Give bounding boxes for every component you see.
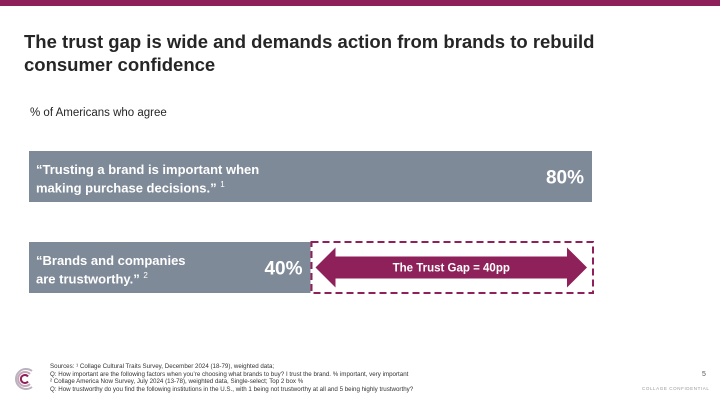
footnote-line: Q: How important are the following facto…: [50, 370, 409, 378]
page-number: 5: [702, 371, 706, 378]
bar-label-2-footnote: 2: [143, 271, 148, 280]
footnote-line: ² Collage America Now Survey, July 2024 …: [50, 378, 304, 386]
page-title: The trust gap is wide and demands action…: [24, 31, 595, 75]
bar-label-1-text: “Trusting a brand is important when maki…: [36, 162, 260, 196]
top-accent-bar: [0, 0, 720, 6]
bar-1: [29, 151, 592, 202]
bar-label-1-footnote: 1: [220, 180, 225, 189]
trust-gap-double-arrow: [315, 247, 587, 288]
collage-logo-icon: [15, 368, 33, 390]
bar-label-2-text: “Brands and companies are trustworthy.”: [36, 253, 186, 287]
bar-2: [29, 242, 311, 293]
chart-subtitle: % of Americans who agree: [30, 107, 167, 119]
bar-value-label-1: 80%: [546, 168, 584, 189]
footnote-line: Sources: ¹ Collage Cultural Traits Surve…: [50, 363, 275, 370]
bar-label-2: “Brands and companies are trustworthy.” …: [36, 253, 206, 286]
footnote-line: Q: How trustworthy do you find the follo…: [50, 385, 414, 393]
trust-gap-label: The Trust Gap = 40pp: [393, 263, 510, 275]
bar-label-1: “Trusting a brand is important when maki…: [36, 162, 291, 195]
trust-gap-dashed-box: [310, 241, 594, 294]
sources-footnote: Sources: ¹ Collage Cultural Traits Surve…: [50, 363, 413, 393]
bar-value-label-2: 40%: [264, 259, 302, 280]
confidential-label: COLLAGE CONFIDENTIAL: [642, 386, 710, 391]
